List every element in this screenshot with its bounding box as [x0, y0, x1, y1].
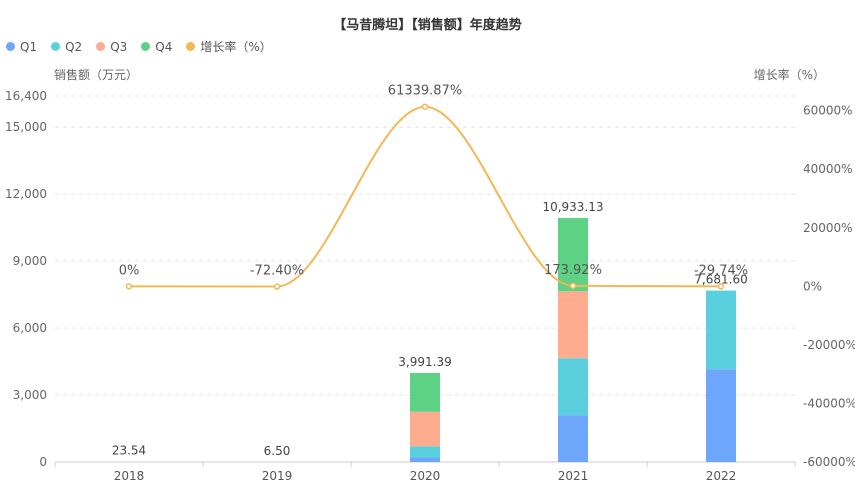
y-tick-label: 0 — [39, 455, 47, 469]
y2-tick-label: -60000% — [803, 455, 855, 469]
legend-item-q2[interactable]: Q2 — [51, 38, 82, 55]
legend-swatch-q1 — [6, 42, 15, 51]
growth-rate-point — [125, 283, 133, 290]
growth-rate-label: 61339.87% — [388, 84, 462, 99]
bar-q4-2021 — [558, 218, 588, 292]
bar-q2-2020 — [410, 446, 440, 458]
y-tick-label: 3,000 — [13, 388, 47, 402]
legend-item-q3[interactable]: Q3 — [96, 38, 127, 55]
growth-rate-line — [128, 105, 722, 288]
y2-axis-title: 增长率（%） — [753, 68, 825, 82]
growth-rate-point — [717, 283, 725, 290]
bar-q1-2022 — [706, 369, 736, 462]
legend-swatch-q2 — [51, 42, 61, 51]
y2-tick-label: -20000% — [803, 338, 855, 352]
bar-q3-2020 — [410, 411, 440, 447]
bar-total-label: 7,681.60 — [694, 273, 747, 287]
legend-swatch-q3 — [96, 42, 106, 51]
y-tick-label: 16,400 — [5, 89, 47, 103]
growth-rate-point — [273, 283, 281, 290]
legend-item-q4[interactable]: Q4 — [141, 38, 172, 55]
growth-rate-label: 0% — [119, 263, 140, 278]
legend-label-q4: Q4 — [155, 39, 173, 54]
legend-label-growth: 增长率（%） — [200, 40, 272, 54]
y-tick-label: 9,000 — [13, 254, 47, 268]
chart-title: 【马昔腾坦】【销售额】年度趋势 — [333, 18, 522, 33]
legend-swatch-growth — [186, 42, 196, 51]
legend-label-q2: Q2 — [65, 39, 83, 54]
bar-q4-2020 — [410, 372, 440, 412]
y2-tick-label: -40000% — [803, 396, 855, 410]
y-tick-label: 15,000 — [5, 120, 47, 134]
y-tick-label: 6,000 — [13, 321, 47, 335]
legend-item-q1[interactable]: Q1 — [6, 38, 37, 55]
legend-swatch-q4 — [141, 42, 151, 51]
x-tick-label: 2021 — [558, 469, 589, 483]
x-tick-label: 2019 — [262, 469, 293, 483]
y2-tick-label: 60000% — [803, 104, 853, 118]
bar-total-label: 3,991.39 — [398, 355, 451, 369]
bar-q3-2021 — [558, 291, 588, 359]
legend: Q1 Q2 Q3 Q4 增长率（%） — [6, 38, 272, 55]
bar-total-label: 23.54 — [112, 443, 146, 457]
legend-item-growth[interactable]: 增长率（%） — [186, 38, 272, 55]
x-tick-label: 2020 — [410, 469, 441, 483]
legend-label-q3: Q3 — [110, 39, 128, 54]
growth-rate-point — [421, 103, 429, 110]
x-tick-label: 2022 — [706, 469, 737, 483]
growth-rate-label: 173.92% — [544, 263, 602, 278]
growth-rate-point — [569, 282, 577, 290]
bar-q1-2020 — [410, 457, 440, 462]
bar-total-label: 10,933.13 — [542, 200, 603, 214]
legend-label-q1: Q1 — [20, 39, 38, 54]
y-tick-label: 12,000 — [5, 187, 47, 201]
y2-tick-label: 20000% — [803, 221, 853, 235]
growth-rate-label: -72.40% — [250, 264, 304, 279]
y-axis-title: 销售额（万元） — [54, 68, 139, 82]
bar-total-label: 6.50 — [264, 444, 291, 458]
x-tick-label: 2018 — [114, 469, 145, 483]
y2-tick-label: 40000% — [803, 162, 853, 176]
growth-rate-label: -29.74% — [694, 263, 748, 278]
bar-q1-2021 — [558, 415, 588, 462]
bar-q2-2022 — [706, 290, 736, 370]
y2-tick-label: 0% — [803, 279, 822, 293]
bar-q2-2021 — [558, 358, 588, 416]
